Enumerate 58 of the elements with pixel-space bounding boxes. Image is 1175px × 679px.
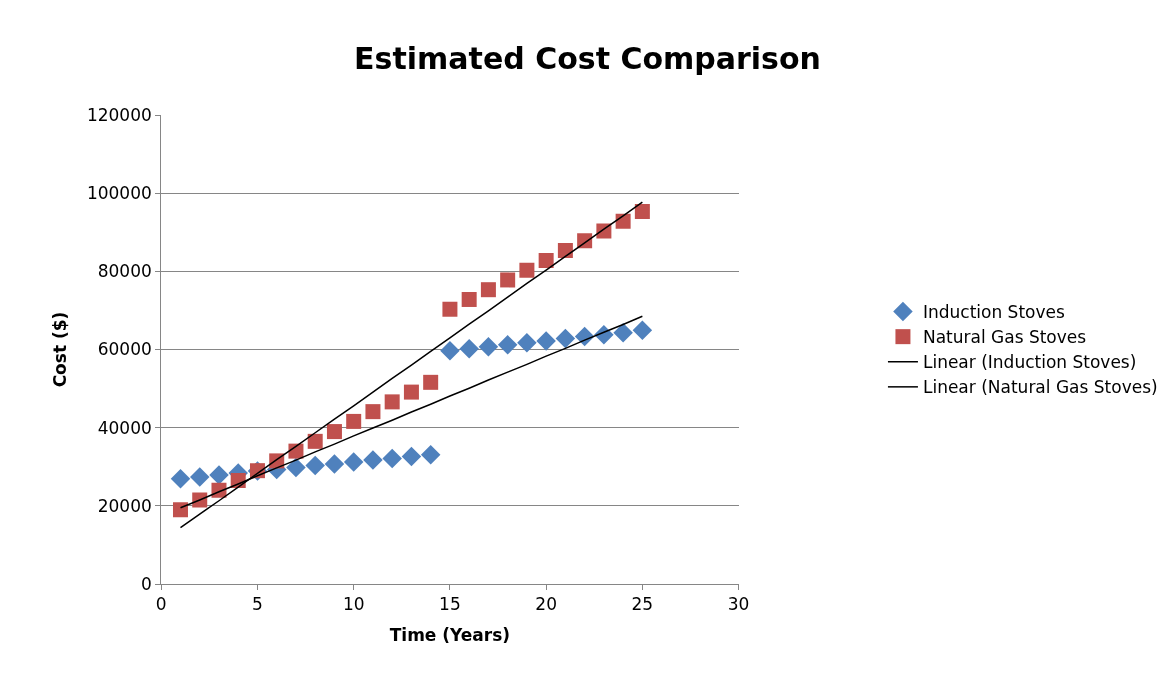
point <box>420 444 441 465</box>
point <box>365 404 381 420</box>
point <box>615 213 631 229</box>
x-tick-label: 10 <box>342 594 365 615</box>
point <box>326 424 342 440</box>
point <box>305 455 325 476</box>
y-tick-label: 60000 <box>97 339 152 360</box>
point <box>497 335 518 355</box>
y-tick-label: 80000 <box>97 261 152 282</box>
point <box>403 384 419 400</box>
point <box>286 457 306 478</box>
legend-label: Natural Gas Stoves <box>922 327 1087 348</box>
point <box>461 291 477 307</box>
point <box>307 433 323 449</box>
point <box>189 467 210 487</box>
y-tick-label: 100000 <box>86 183 152 204</box>
x-axis-title: Time (Years) <box>389 624 511 645</box>
legend-label: Linear (Induction Stoves) <box>922 352 1137 373</box>
point <box>480 282 496 298</box>
point <box>557 243 573 259</box>
point <box>442 301 458 317</box>
point <box>209 465 229 485</box>
point <box>346 413 362 429</box>
chart-title: Estimated Cost Comparison <box>354 40 821 76</box>
point <box>324 454 345 474</box>
x-tick-label: 20 <box>535 594 557 615</box>
point <box>382 448 402 469</box>
point <box>634 204 650 220</box>
y-tick-label: 20000 <box>97 495 152 516</box>
point <box>632 320 653 341</box>
point <box>538 252 554 268</box>
point <box>536 331 556 351</box>
point <box>519 262 535 278</box>
x-tick-label: 15 <box>439 594 461 615</box>
y-axis-title: Cost ($) <box>50 311 71 388</box>
x-tick-label: 30 <box>727 594 750 615</box>
y-tick-label: 120000 <box>86 104 152 125</box>
point <box>613 322 633 343</box>
point <box>440 340 460 361</box>
y-tick-label: 40000 <box>97 417 152 438</box>
point <box>170 469 191 489</box>
point <box>517 333 537 353</box>
x-tick-label: 25 <box>631 594 654 615</box>
point <box>555 328 576 349</box>
point <box>363 450 383 470</box>
point <box>384 394 400 410</box>
legend-label: Induction Stoves <box>922 302 1065 323</box>
point <box>459 338 479 359</box>
legend-label: Linear (Natural Gas Stoves) <box>922 377 1158 398</box>
y-tick-label: 0 <box>141 573 152 594</box>
x-tick-label: 0 <box>155 594 167 615</box>
point <box>401 446 422 467</box>
point <box>500 272 516 288</box>
point <box>478 337 499 357</box>
point <box>172 502 188 518</box>
point <box>423 374 439 390</box>
point <box>343 452 364 472</box>
x-tick-label: 5 <box>252 594 263 615</box>
